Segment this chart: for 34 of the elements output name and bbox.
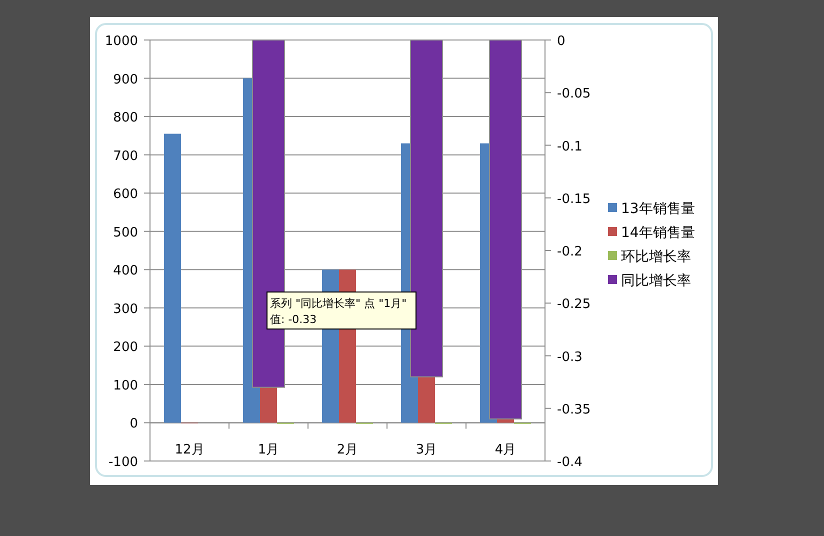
- y-tick-label: 900: [113, 72, 138, 88]
- y2-tick-label: -0.4: [557, 455, 582, 470]
- y-tick-label: 500: [113, 225, 138, 240]
- annotation: 系列 "同比增长率" 点 "1月": [270, 297, 407, 310]
- y2-tick-label: -0.15: [557, 192, 591, 207]
- y-tick-label: 400: [113, 264, 138, 279]
- x-tick-label: 12月: [174, 442, 204, 458]
- y2-tick-label: -0.3: [557, 350, 582, 365]
- y2-tick-label: -0.05: [557, 86, 591, 102]
- legend-label: 13年销售量: [621, 201, 695, 217]
- bar: [164, 134, 181, 423]
- y2-tick-label: 0: [557, 34, 566, 49]
- y-tick-label: 1000: [104, 34, 138, 49]
- annotation: 值: -0.33: [270, 313, 317, 326]
- y-tick-label: 600: [113, 187, 138, 202]
- y-tick-label: 800: [113, 110, 138, 126]
- y2-tick-label: -0.1: [557, 139, 582, 154]
- y2-tick-label: -0.35: [557, 402, 591, 418]
- x-tick-label: 3月: [416, 442, 438, 458]
- legend-label: 14年销售量: [621, 225, 695, 241]
- y2-tick-label: -0.2: [557, 244, 582, 260]
- y-tick-label: -100: [108, 455, 138, 470]
- legend-label: 环比增长率: [621, 249, 691, 265]
- legend-label: 同比增长率: [621, 273, 691, 289]
- bar: [418, 376, 435, 423]
- y-tick-label: 700: [113, 148, 138, 164]
- y-tick-label: 300: [113, 302, 138, 317]
- y-tick-label: 0: [130, 416, 138, 432]
- y-tick-label: 100: [113, 378, 138, 394]
- y-tick-label: 200: [113, 340, 138, 356]
- x-tick-label: 1月: [258, 442, 280, 458]
- x-tick-label: 2月: [336, 442, 358, 458]
- x-tick-label: 4月: [494, 442, 516, 458]
- y2-tick-label: -0.25: [557, 297, 591, 312]
